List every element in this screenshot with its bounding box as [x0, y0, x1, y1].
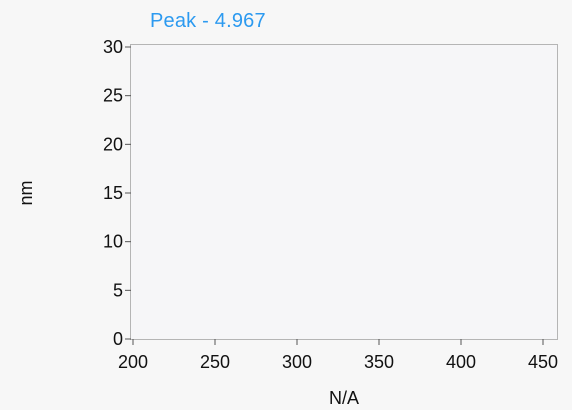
y-tick-label-6: 30 — [103, 37, 123, 57]
x-tick-label-4: 400 — [446, 352, 476, 372]
x-tick-label-2: 300 — [282, 352, 312, 372]
y-tick-label-1: 5 — [113, 280, 123, 300]
x-axis-label: N/A — [329, 388, 359, 408]
y-tick-label-5: 25 — [103, 86, 123, 106]
y-axis: 0 5 10 15 20 25 30 — [103, 37, 131, 349]
y-tick-label-4: 20 — [103, 134, 123, 154]
x-axis: 200 250 300 350 400 450 — [118, 339, 558, 372]
x-tick-label-5: 450 — [528, 352, 558, 372]
x-tick-label-0: 200 — [118, 352, 148, 372]
y-tick-label-2: 10 — [103, 232, 123, 252]
plot-area — [130, 44, 558, 340]
chart-title: Peak - 4.967 — [150, 10, 266, 32]
y-axis-label: nm — [16, 180, 36, 205]
x-tick-label-3: 350 — [364, 352, 394, 372]
y-tick-label-0: 0 — [113, 329, 123, 349]
y-tick-label-3: 15 — [103, 183, 123, 203]
x-tick-label-1: 250 — [200, 352, 230, 372]
